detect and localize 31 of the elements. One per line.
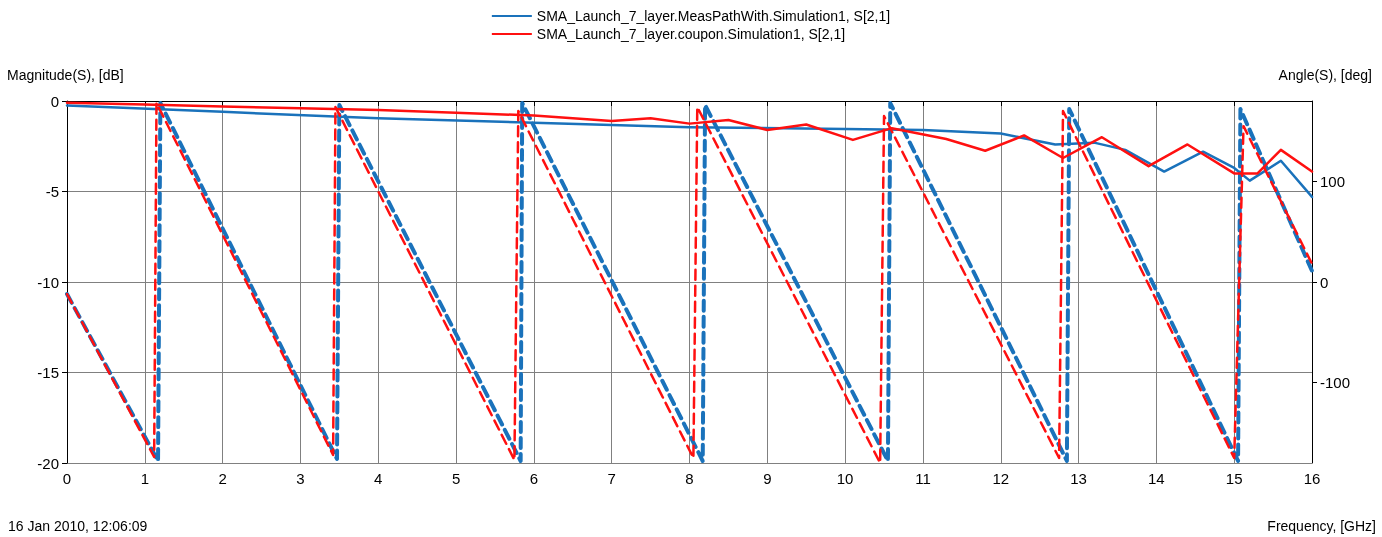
x-axis-title: Frequency, [GHz] [1267,518,1377,534]
y-axis-title: Magnitude(S), [dB] [7,67,124,83]
x-tick-label: 3 [296,470,305,487]
x-tick-label: 10 [836,470,854,487]
y2-tick-label: -100 [1320,374,1351,392]
y-tick-label: -10 [37,273,59,291]
x-tick-label: 15 [1225,470,1243,487]
legend-label: SMA_Launch_7_layer.MeasPathWith.Simulation1, S[2,1] [536,8,891,24]
x-tick-label: 13 [1070,470,1087,487]
y2-axis-title: Angle(S), [deg] [1278,67,1372,83]
y-tick-label: 0 [50,92,59,110]
x-tick-label: 7 [607,470,616,487]
y-tick-label: -20 [37,454,59,472]
x-tick-label: 11 [915,470,931,487]
y-tick-label: -15 [37,364,59,381]
x-tick-label: 0 [62,470,72,487]
x-tick-label: 9 [763,470,772,487]
x-tick-label: 14 [1148,470,1165,487]
x-tick-label: 5 [451,470,461,487]
x-tick-label: 2 [218,470,227,487]
x-tick-label: 4 [374,470,383,487]
y2-tick-label: 0 [1320,273,1329,291]
x-tick-label: 16 [1303,470,1321,487]
x-tick-label: 1 [140,470,149,487]
y2-tick-label: 100 [1320,172,1346,190]
legend-label: SMA_Launch_7_layer.coupon.Simulation1, S[2,1] [536,26,846,42]
x-tick-label: 8 [685,470,694,487]
text: 16 Jan 2010, 12:06:09 [8,518,148,534]
x-tick-label: 12 [992,470,1010,487]
x-tick-label: 6 [529,470,539,487]
y-tick-label: -5 [45,183,59,200]
